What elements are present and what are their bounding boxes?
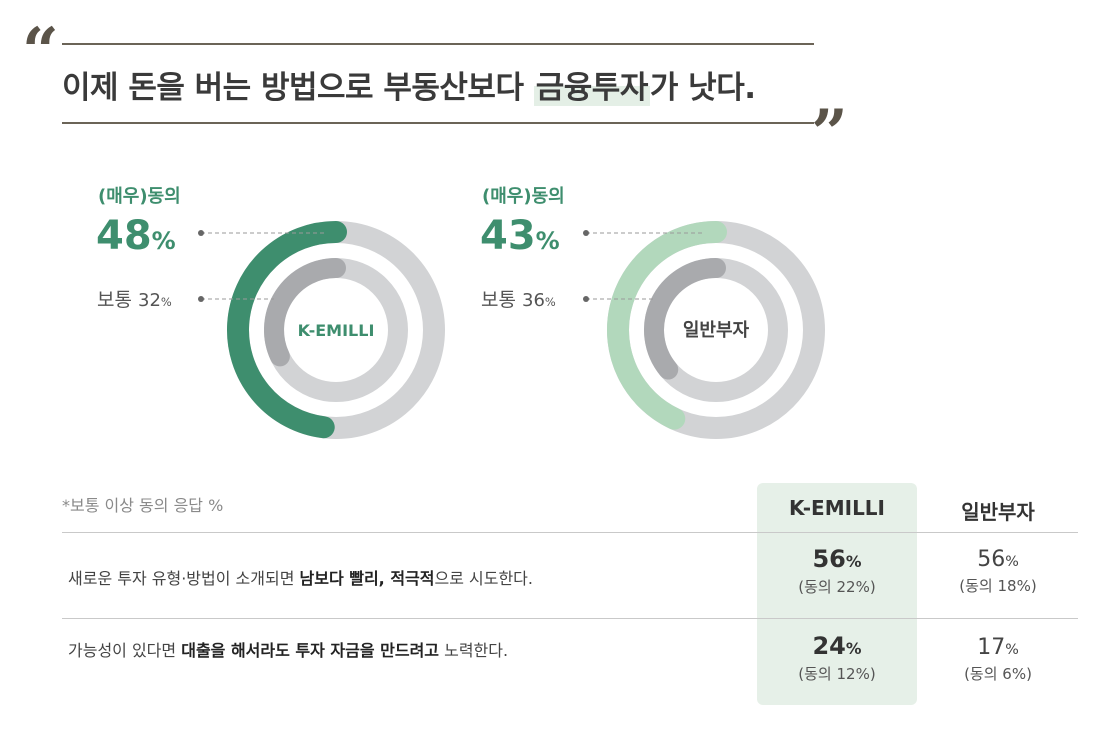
headline-highlight: 금융투자 <box>533 70 650 106</box>
normal-leader-dot <box>583 296 589 302</box>
headline-text-before: 이제 돈을 버는 방법으로 부동산보다 <box>62 70 534 106</box>
kemilli-agree-value: 48% <box>96 213 176 259</box>
general-agree-label: (매우)동의 <box>482 186 565 207</box>
headline-top-rule <box>62 43 814 45</box>
row-statement: 새로운 투자 유형·방법이 소개되면 남보다 빨리, 적극적으로 시도한다. <box>68 569 533 588</box>
open-quote-mark: “ <box>22 14 59 89</box>
agree-leader-dot <box>583 230 589 236</box>
general-donut-chart: 일반부자 <box>583 221 825 439</box>
kemilli-agree-label: (매우)동의 <box>98 186 181 207</box>
headline-text-after: 가 낫다. <box>649 70 756 106</box>
table-divider <box>62 618 1078 619</box>
donut-center-label: K-EMILLI <box>298 321 375 340</box>
agree-arc <box>227 221 347 439</box>
general-agree-value: 43% <box>480 213 560 259</box>
headline-bottom-rule <box>62 122 814 124</box>
normal-leader-dot <box>198 296 204 302</box>
donut-center-label: 일반부자 <box>683 320 750 341</box>
kemilli-normal-label: 보통 32% <box>97 289 172 311</box>
general-cell: 17% (동의 6%) <box>964 635 1032 683</box>
kemilli-cell: 56% (동의 22%) <box>798 545 876 596</box>
row-statement: 가능성이 있다면 대출을 해서라도 투자 자금을 만드려고 노력한다. <box>68 641 509 660</box>
kemilli-donut-chart: K-EMILLI <box>198 221 445 439</box>
general-normal-label: 보통 36% <box>481 289 556 311</box>
table-footnote: *보통 이상 동의 응답 % <box>62 496 224 515</box>
close-quote-mark: ” <box>811 96 848 171</box>
agree-arc <box>607 221 727 430</box>
column-header-general: 일반부자 <box>961 500 1035 524</box>
kemilli-cell: 24% (동의 12%) <box>798 632 876 683</box>
table-divider <box>62 532 1078 533</box>
agree-leader-dot <box>198 230 204 236</box>
headline: 이제 돈을 버는 방법으로 부동산보다 금융투자가 낫다. <box>62 62 756 107</box>
normal-arc <box>264 258 346 367</box>
general-cell: 56% (동의 18%) <box>959 547 1037 595</box>
column-header-kemilli: K-EMILLI <box>789 496 885 520</box>
kemilli-column-highlight <box>757 483 917 705</box>
normal-arc <box>644 258 726 380</box>
